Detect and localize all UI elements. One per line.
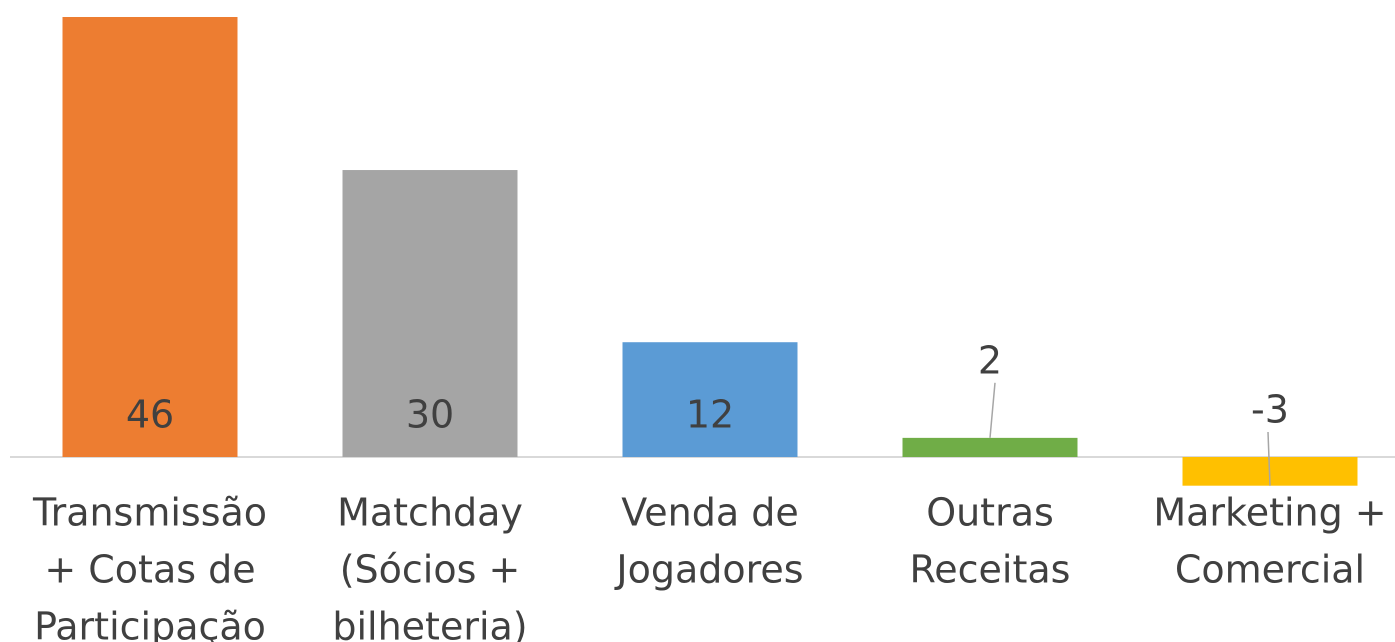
x-tick-label: Outras xyxy=(926,491,1054,535)
bar xyxy=(902,437,1078,457)
data-label: 12 xyxy=(686,393,734,437)
x-tick-label: Marketing + xyxy=(1153,491,1386,535)
bar xyxy=(622,342,798,457)
x-tick-label: Jogadores xyxy=(614,548,803,592)
leader-line xyxy=(989,382,996,438)
x-tick-label: + Cotas de xyxy=(44,548,255,592)
x-tick-label: Venda de xyxy=(621,491,799,535)
data-label: -3 xyxy=(1251,388,1289,432)
bar xyxy=(62,17,238,457)
data-label: 30 xyxy=(406,393,454,437)
bar xyxy=(342,170,518,458)
x-tick-label: Matchday xyxy=(337,491,523,535)
x-tick-label: Comercial xyxy=(1175,548,1365,592)
data-label: 2 xyxy=(978,338,1002,382)
data-label: 46 xyxy=(126,393,174,437)
leader-line xyxy=(1267,431,1271,486)
x-tick-label: Participação xyxy=(34,605,266,642)
x-tick-label: Transmissão xyxy=(32,491,267,535)
x-tick-label: bilheteria) xyxy=(332,605,527,642)
x-tick-label: Receitas xyxy=(910,548,1071,592)
x-tick-label: (Sócios + xyxy=(340,548,521,592)
